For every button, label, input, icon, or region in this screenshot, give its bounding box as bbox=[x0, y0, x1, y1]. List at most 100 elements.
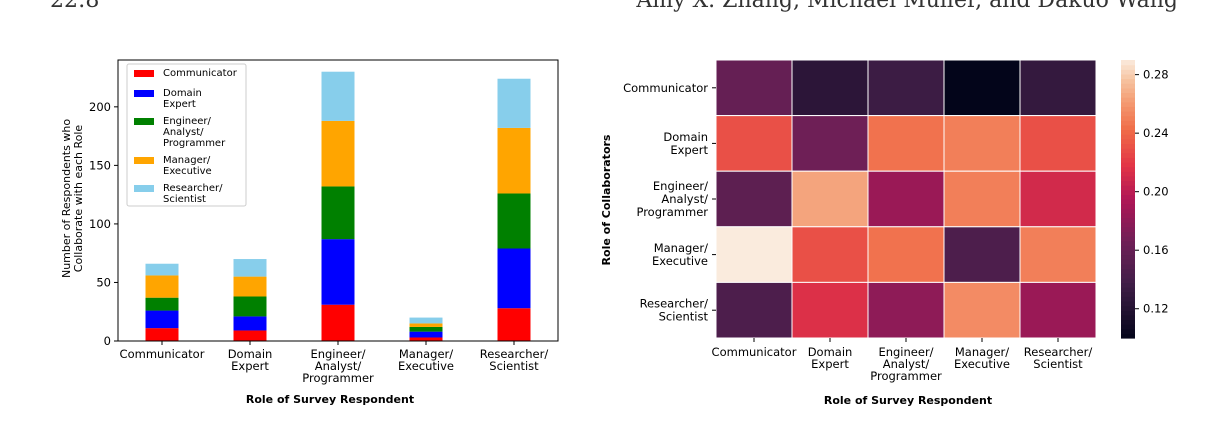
heatmap-x-axis-label: Role of Survey Respondent bbox=[824, 394, 992, 407]
colorbar-tick-label: 0.12 bbox=[1143, 302, 1169, 316]
colorbar-band bbox=[1121, 106, 1135, 112]
heatmap-x-tick-label: Manager/Executive bbox=[954, 345, 1010, 371]
x-tick-label: Communicator bbox=[120, 347, 205, 361]
colorbar-band bbox=[1121, 157, 1135, 163]
colorbar-band bbox=[1121, 73, 1135, 80]
colorbar-band bbox=[1121, 305, 1135, 311]
colorbar-band bbox=[1121, 134, 1135, 140]
y-tick-label: 100 bbox=[89, 217, 111, 231]
heatmap-x-tick-label: Communicator bbox=[712, 345, 797, 359]
colorbar-band bbox=[1121, 240, 1135, 246]
colorbar-band bbox=[1121, 231, 1135, 237]
colorbar-band bbox=[1121, 319, 1135, 325]
colorbar-band bbox=[1121, 208, 1135, 214]
heatmap-cell-1-0 bbox=[715, 115, 793, 172]
bar-segment-1-3 bbox=[233, 276, 267, 297]
colorbar-band bbox=[1121, 143, 1135, 149]
bar-segment-0-4 bbox=[145, 263, 179, 276]
x-tick-label: Manager/Executive bbox=[398, 347, 454, 373]
heatmap-x-tick-label: Domain Expert bbox=[808, 345, 853, 371]
colorbar-band bbox=[1121, 199, 1135, 205]
heatmap-cell-1-2 bbox=[867, 115, 945, 172]
colorbar-band bbox=[1121, 254, 1135, 260]
bar-segment-0-2 bbox=[145, 297, 179, 311]
colorbar-band bbox=[1121, 268, 1135, 274]
colorbar-band bbox=[1121, 259, 1135, 265]
legend-swatch-1 bbox=[134, 90, 154, 97]
bar-segment-3-2 bbox=[409, 326, 443, 332]
heatmap-y-tick-label: Domain Expert bbox=[663, 130, 708, 157]
x-tick-label: Domain Expert bbox=[228, 347, 273, 373]
colorbar-band bbox=[1121, 217, 1135, 223]
heatmap-cell-2-0 bbox=[715, 170, 793, 228]
colorbar-tick-label: 0.24 bbox=[1143, 126, 1169, 140]
heatmap-cell-3-2 bbox=[867, 226, 945, 283]
colorbar-band bbox=[1121, 171, 1135, 177]
heatmap-cell-3-3 bbox=[943, 226, 1021, 283]
heatmap-y-tick-label: Communicator bbox=[623, 81, 708, 95]
bar-segment-3-0 bbox=[409, 337, 443, 341]
page-number: 22:8 bbox=[50, 0, 100, 13]
legend-box bbox=[126, 63, 247, 207]
colorbar-band bbox=[1121, 97, 1135, 103]
legend-label-2: Engineer/Analyst/Programmer bbox=[163, 116, 226, 149]
y-tick-label: 50 bbox=[96, 275, 111, 289]
colorbar-band bbox=[1121, 263, 1135, 270]
y-tick-label: 200 bbox=[89, 100, 111, 114]
colorbar-band bbox=[1121, 277, 1135, 283]
legend-label-4: Researcher/Scientist bbox=[163, 183, 223, 205]
colorbar-band bbox=[1121, 333, 1135, 339]
bar-segment-3-1 bbox=[409, 331, 443, 338]
colorbar-band bbox=[1121, 180, 1135, 186]
legend-swatch-0 bbox=[134, 70, 154, 77]
colorbar-band bbox=[1121, 120, 1135, 126]
colorbar-band bbox=[1121, 124, 1135, 131]
heatmap-cell-4-2 bbox=[867, 281, 945, 339]
colorbar-band bbox=[1121, 78, 1135, 84]
heatmap-colorbar: 0.12 0.16 0.20 0.24 0.28 bbox=[1121, 60, 1169, 339]
bar-x-axis-label: Role of Survey Respondent bbox=[246, 393, 414, 406]
colorbar-band bbox=[1121, 101, 1135, 107]
colorbar-band bbox=[1121, 148, 1135, 154]
colorbar-band bbox=[1121, 291, 1135, 297]
legend-label-0: Communicator bbox=[163, 68, 238, 79]
heatmap-cell-2-1 bbox=[791, 170, 869, 228]
legend-label-3: Manager/Executive bbox=[163, 155, 212, 177]
bar-y-axis-label: Number of Respondents whoCollaborate wit… bbox=[60, 119, 85, 278]
heatmap-cell-4-3 bbox=[943, 281, 1021, 339]
bar-segment-4-0 bbox=[497, 308, 531, 341]
colorbar-band bbox=[1121, 273, 1135, 279]
colorbar-band bbox=[1121, 282, 1135, 288]
heatmap-cell-1-4 bbox=[1019, 115, 1097, 172]
colorbar-band bbox=[1121, 245, 1135, 251]
bar-segment-2-1 bbox=[321, 239, 355, 305]
heatmap-cell-0-4 bbox=[1019, 59, 1097, 117]
heatmap-cell-2-2 bbox=[867, 170, 945, 228]
colorbar-band bbox=[1121, 115, 1135, 121]
colorbar-band bbox=[1121, 236, 1135, 242]
heatmap-cell-1-3 bbox=[943, 115, 1021, 172]
colorbar-band bbox=[1121, 69, 1135, 75]
legend-swatch-2 bbox=[134, 118, 154, 125]
colorbar-band bbox=[1121, 185, 1135, 191]
heatmap-cell-0-1 bbox=[791, 59, 869, 117]
colorbar-band bbox=[1121, 203, 1135, 209]
colorbar-tick-label: 0.20 bbox=[1143, 185, 1169, 199]
colorbar-band bbox=[1121, 212, 1135, 219]
heatmap-cell-2-4 bbox=[1019, 170, 1097, 228]
colorbar-band bbox=[1121, 161, 1135, 168]
colorbar-band bbox=[1121, 300, 1135, 307]
heatmap-cell-4-0 bbox=[715, 281, 793, 339]
colorbar-band bbox=[1121, 328, 1135, 334]
bar-segment-0-1 bbox=[145, 310, 179, 329]
colorbar-band bbox=[1121, 324, 1135, 330]
heatmap-cell-0-2 bbox=[867, 59, 945, 117]
legend-label-1: Domain Expert bbox=[163, 88, 202, 110]
y-tick-label: 0 bbox=[104, 334, 111, 348]
colorbar-band bbox=[1121, 166, 1135, 172]
colorbar-band bbox=[1121, 226, 1135, 233]
colorbar-band bbox=[1121, 189, 1135, 195]
legend-swatch-3 bbox=[134, 157, 154, 164]
bar-segment-1-1 bbox=[233, 316, 267, 331]
bar-segment-0-3 bbox=[145, 275, 179, 298]
